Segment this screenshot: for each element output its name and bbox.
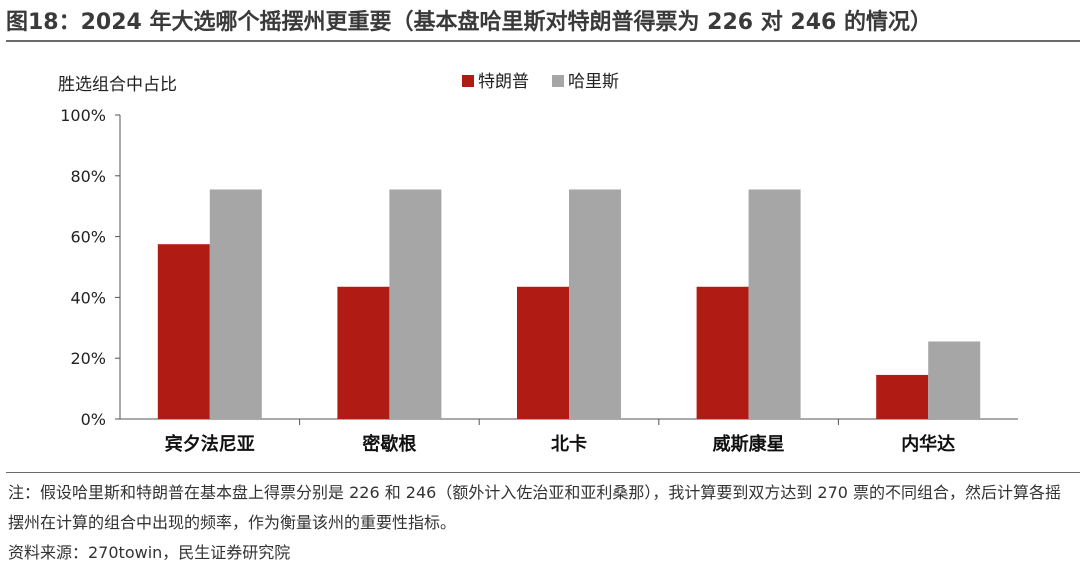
y-tick-label: 100% — [60, 106, 106, 125]
x-tick-labels: 宾夕法尼亚 密歇根 北卡 威斯康星 内华达 — [165, 433, 955, 455]
y-tick-label: 80% — [70, 167, 106, 186]
bar-trump — [157, 244, 210, 419]
bar-trump — [876, 374, 929, 419]
legend-swatch — [552, 75, 564, 87]
figure-title: 图18：2024 年大选哪个摇摆州更重要（基本盘哈里斯对特朗普得票为 226 对… — [6, 10, 932, 35]
legend: 特朗普 哈里斯 — [462, 72, 619, 92]
bar-trump — [517, 286, 569, 419]
bar-harris — [389, 189, 442, 419]
x-tick-label: 内华达 — [901, 433, 955, 455]
bar-harris — [569, 189, 621, 419]
chart-note: 注：假设哈里斯和特朗普在基本盘上得票分别是 226 和 246（额外计入佐治亚和… — [8, 483, 1062, 532]
x-tick-label: 北卡 — [551, 433, 587, 455]
x-tick-label: 威斯康星 — [713, 433, 785, 455]
y-axis-label: 胜选组合中占比 — [58, 75, 177, 95]
footer-divider — [6, 472, 1080, 473]
legend-label: 特朗普 — [478, 72, 529, 92]
legend-swatch — [462, 75, 474, 87]
bar-harris — [928, 341, 981, 419]
chart-source: 资料来源：270towin，民生证券研究院 — [8, 543, 291, 562]
axes: 0% 20% 40% 60% 80% 100% — [60, 106, 1018, 429]
title-divider — [6, 40, 1080, 42]
bar-trump — [696, 286, 749, 419]
bar-trump — [337, 286, 390, 419]
y-tick-label: 20% — [70, 349, 106, 368]
bar-chart: 胜选组合中占比 特朗普 哈里斯 0% 20% 40% 60% 80% 100% 宾夕法尼亚 密… — [58, 72, 1018, 455]
y-tick-label: 40% — [70, 288, 106, 307]
x-tick-label: 密歇根 — [362, 433, 416, 455]
y-tick-label: 60% — [70, 228, 106, 247]
bar-harris — [748, 189, 801, 419]
legend-label: 哈里斯 — [568, 72, 619, 92]
bar-harris — [209, 189, 262, 419]
y-tick-label: 0% — [81, 410, 106, 429]
bars — [157, 189, 981, 419]
x-tick-label: 宾夕法尼亚 — [165, 433, 255, 455]
